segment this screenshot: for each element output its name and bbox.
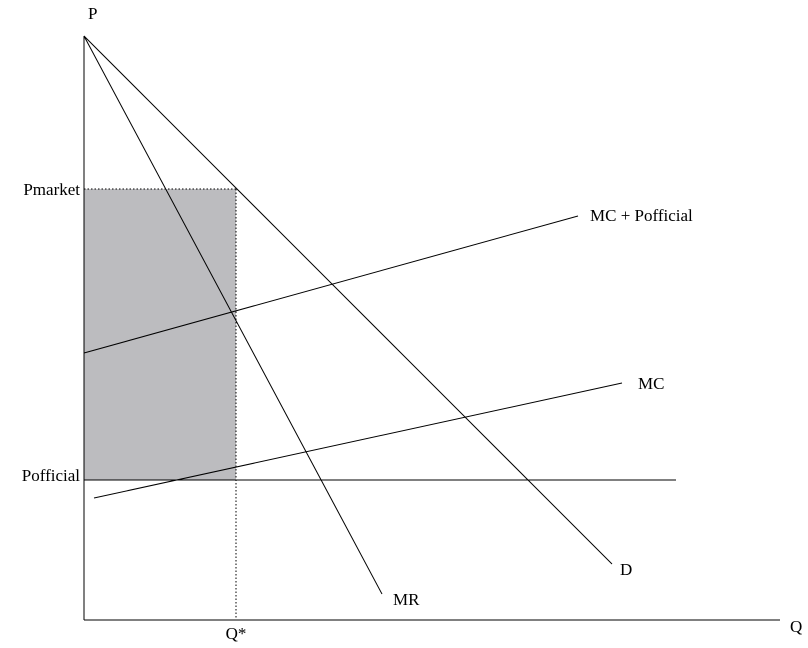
pofficial-label: Pofficial (22, 466, 81, 485)
shaded-rent-area (84, 189, 236, 480)
mc-label: MC (638, 374, 664, 393)
demand-label: D (620, 560, 632, 579)
mc-plus-official-curve (83, 215, 579, 354)
marginal-revenue-label: MR (393, 590, 420, 609)
qstar-label: Q* (226, 624, 247, 643)
x-axis-label: Q (790, 617, 802, 636)
pmarket-label: Pmarket (23, 180, 80, 199)
demand-curve (83, 35, 613, 565)
mc-plus-official-label: MC + Pofficial (590, 206, 693, 225)
y-axis-label: P (88, 4, 97, 23)
mc-curve (93, 382, 623, 499)
marginal-revenue-curve (83, 35, 383, 595)
